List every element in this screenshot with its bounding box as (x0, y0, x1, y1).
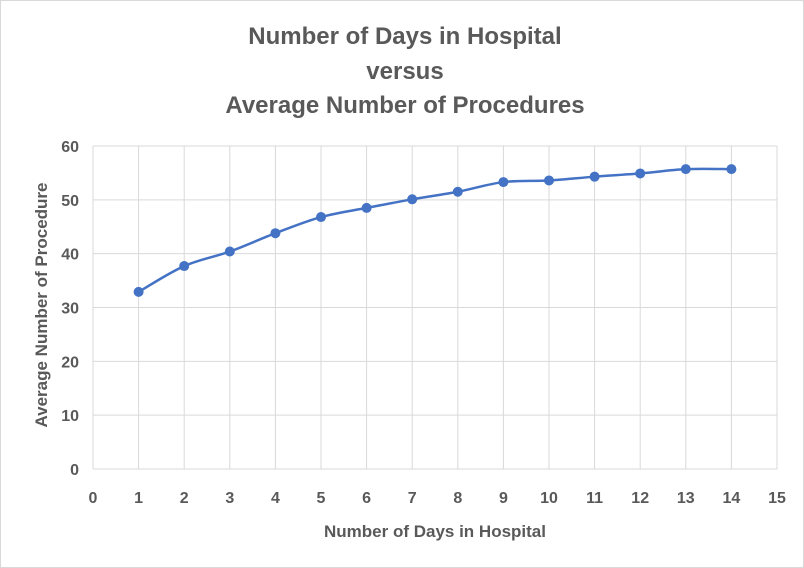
x-tick-label: 7 (408, 490, 417, 507)
y-tick-label: 20 (61, 354, 79, 371)
chart-title: Number of Days in Hospital versus Averag… (225, 23, 584, 119)
y-axis-title: Average Number of Procedure (32, 183, 51, 428)
data-point-13 (680, 164, 691, 175)
series-line (137, 167, 732, 293)
data-point-8 (452, 186, 463, 197)
chart-title-line-1: Number of Days in Hospital (248, 23, 561, 50)
y-tick-label: 40 (61, 247, 79, 264)
x-tick-labels: 0 1 2 3 4 5 6 7 8 9 10 11 12 13 14 15 (89, 490, 786, 507)
x-tick-label: 11 (586, 490, 603, 507)
x-tick-label: 2 (180, 490, 189, 507)
data-point-11 (589, 171, 600, 182)
x-tick-label: 14 (723, 490, 741, 507)
x-tick-label: 13 (677, 490, 695, 507)
data-point-9 (498, 177, 509, 188)
y-tick-label: 50 (61, 193, 79, 210)
x-tick-label: 8 (453, 490, 462, 507)
data-point-2 (179, 261, 190, 272)
chart-title-line-2: versus (366, 58, 443, 85)
data-point-5 (316, 212, 326, 223)
data-point-7 (407, 194, 418, 205)
gridlines (92, 145, 778, 470)
data-point-10 (544, 175, 554, 186)
data-point-4 (270, 228, 281, 239)
x-tick-label: 4 (271, 490, 280, 507)
x-tick-label: 12 (631, 490, 649, 507)
data-point-3 (224, 246, 235, 257)
x-tick-label: 10 (540, 490, 558, 507)
y-tick-label: 30 (61, 301, 79, 318)
x-tick-label: 6 (362, 490, 371, 507)
y-tick-label: 60 (61, 139, 79, 156)
y-tick-label: 10 (61, 408, 79, 425)
data-point-6 (361, 202, 372, 213)
x-tick-label: 9 (499, 490, 508, 507)
x-axis-title: Number of Days in Hospital (324, 522, 546, 541)
x-tick-label: 1 (134, 490, 143, 507)
series-layer (133, 164, 737, 297)
x-tick-label: 15 (768, 490, 786, 507)
x-tick-label: 0 (89, 490, 98, 507)
data-point-1 (133, 286, 144, 297)
chart-title-line-3: Average Number of Procedures (225, 92, 584, 119)
data-point-12 (635, 168, 646, 179)
x-tick-label: 5 (317, 490, 326, 507)
x-tick-label: 3 (225, 490, 234, 507)
y-tick-label: 0 (70, 462, 79, 479)
y-tick-labels: 0 10 20 30 40 50 60 (61, 139, 79, 479)
data-point-14 (726, 164, 737, 175)
